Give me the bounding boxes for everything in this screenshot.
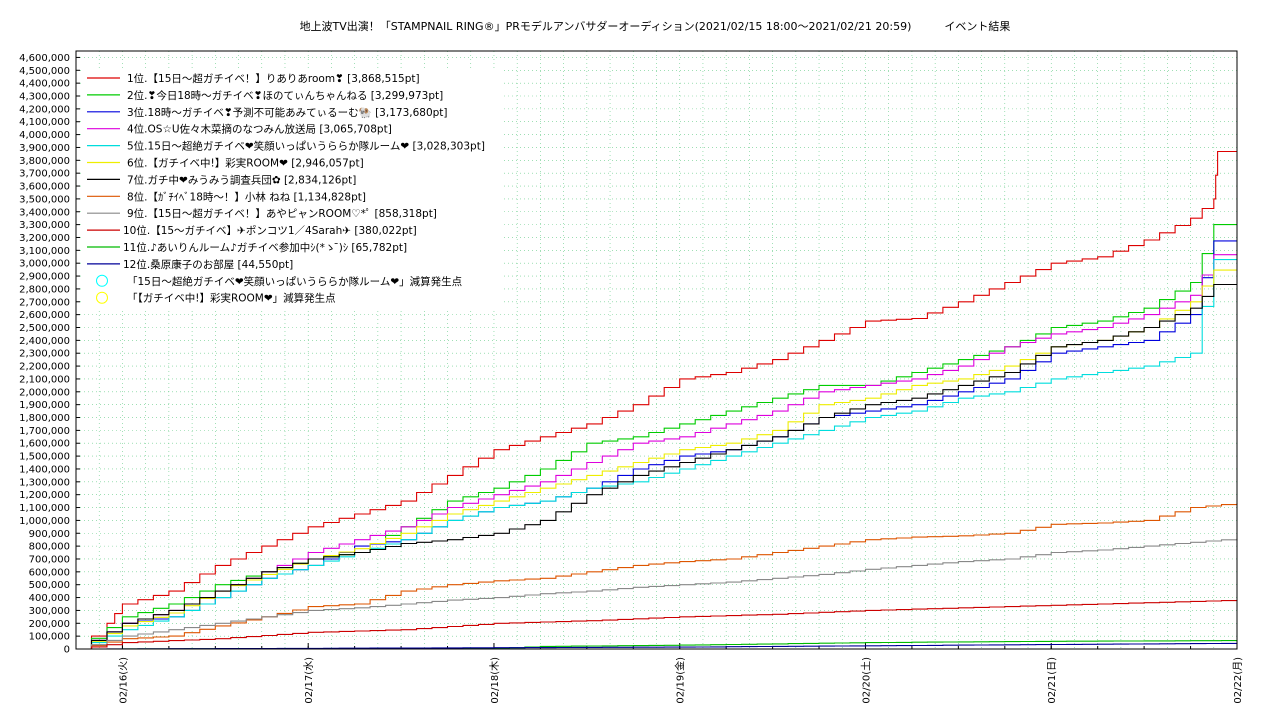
series-lines xyxy=(76,150,1238,650)
series-line-5 xyxy=(76,259,1237,650)
y-tick-label: 3,100,000 xyxy=(19,246,70,257)
chart-title: 地上波TV出演！「STAMPNAIL RING®」PRモデルアンバサダーオーディ… xyxy=(299,20,1011,33)
legend-marker-label-2: 「【ガチイベ中!】彩実ROOM❤」減算発生点 xyxy=(127,292,336,305)
y-tick-label: 100,000 xyxy=(29,632,70,643)
y-tick-label: 1,100,000 xyxy=(19,503,70,514)
legend-label-11: 11位.♪あいりんルーム♪ガチイベ参加中ｼ(*ゝ ̄)ｼ [65,782pt] xyxy=(123,241,407,254)
y-tick-label: 200,000 xyxy=(29,619,70,630)
y-tick-label: 2,300,000 xyxy=(19,349,70,360)
y-tick-label: 1,200,000 xyxy=(19,490,70,501)
y-tick-label: 3,300,000 xyxy=(19,220,70,231)
y-tick-label: 800,000 xyxy=(29,542,70,553)
grid xyxy=(75,51,1238,650)
y-tick-label: 1,400,000 xyxy=(19,464,70,475)
y-tick-label: 3,400,000 xyxy=(19,207,70,218)
y-tick-label: 2,400,000 xyxy=(19,336,70,347)
legend-marker-1 xyxy=(96,274,108,287)
legend-marker-label-1: 「15日～超絶ガチイベ❤笑顔いっぱいうららか隊ルーム❤」減算発生点 xyxy=(127,275,462,288)
y-tick-label: 2,000,000 xyxy=(19,387,70,398)
legend-label-10: 10位.【15～ガチイベ】✈ポンコツ1／4Sarah✈ [380,022pt] xyxy=(123,224,417,237)
x-tick-label: 02/18(木) xyxy=(489,657,501,704)
y-tick-label: 4,400,000 xyxy=(19,79,70,90)
y-tick-label: 0 xyxy=(64,645,70,656)
y-tick-label: 4,300,000 xyxy=(19,92,70,103)
x-axis: 02/16(火) 02/17(水) 02/18(木) 02/19(金) 02/20(土)… xyxy=(75,643,1244,704)
y-tick-label: 2,500,000 xyxy=(19,323,70,334)
y-tick-label: 2,700,000 xyxy=(19,297,70,308)
y-tick-label: 2,600,000 xyxy=(19,310,70,321)
series-line-10 xyxy=(76,600,1238,650)
legend-label-2: 2位.❣今日18時～ガチイベ❣ほのてぃんちゃんねる [3,299,973pt] xyxy=(127,89,443,102)
y-tick-label: 3,000,000 xyxy=(19,259,70,270)
y-tick-label: 3,500,000 xyxy=(19,194,70,205)
y-tick-label: 600,000 xyxy=(29,567,70,578)
legend-label-8: 8位.【ｶﾞﾁｲﾍﾞ18時～！】小林 ねね [1,134,828pt] xyxy=(127,190,366,203)
y-tick-label: 2,900,000 xyxy=(19,272,70,283)
y-tick-label: 2,100,000 xyxy=(19,374,70,385)
series-line-12 xyxy=(76,642,1238,650)
y-tick-label: 4,000,000 xyxy=(19,130,70,141)
legend-label-3: 3位.18時～ガチイベ❣予測不可能あみてぃるーむ🐏 [3,173,680pt] xyxy=(127,106,448,119)
y-tick-label: 4,100,000 xyxy=(19,117,70,128)
y-tick-label: 2,800,000 xyxy=(19,284,70,295)
y-tick-label: 900,000 xyxy=(29,529,70,540)
y-tick-label: 3,900,000 xyxy=(19,143,70,154)
legend-label-7: 7位.ガチ中❤みうみう調査兵団✿ [2,834,126pt] xyxy=(127,173,356,186)
y-tick-label: 3,600,000 xyxy=(19,182,70,193)
series-line-9 xyxy=(76,538,1238,650)
x-tick-label: 02/17(水) xyxy=(303,657,315,704)
x-tick-label: 02/22(月) xyxy=(1232,657,1244,704)
y-tick-label: 3,800,000 xyxy=(19,156,70,167)
y-tick-label: 1,800,000 xyxy=(19,413,70,424)
legend-label-5: 5位.15日～超絶ガチイベ❤笑顔いっぱいうららか隊ルーム❤ [3,028,303… xyxy=(127,140,485,153)
y-tick-label: 1,000,000 xyxy=(19,516,70,527)
legend-box xyxy=(82,68,502,308)
legend: 1位.【15日～超ガチイベ！】りありあroom❣ [3,868,515pt] 2位… xyxy=(82,68,502,308)
y-tick-label: 700,000 xyxy=(29,554,70,565)
legend-label-4: 4位.OS☆U佐々木菜摘のなつみん放送局 [3,065,708pt] xyxy=(127,123,392,136)
plot-frame xyxy=(75,50,1238,650)
y-tick-label: 4,600,000 xyxy=(19,53,70,64)
y-tick-label: 1,600,000 xyxy=(19,439,70,450)
y-tick-label: 400,000 xyxy=(29,593,70,604)
y-tick-label: 3,700,000 xyxy=(19,169,70,180)
legend-label-6: 6位.【ガチイベ中!】彩実ROOM❤ [2,946,057pt] xyxy=(127,157,364,170)
x-tick-label: 02/16(火) xyxy=(117,657,129,704)
legend-label-12: 12位.桑原康子のお部屋 [44,550pt] xyxy=(123,258,293,271)
legend-marker-2 xyxy=(96,291,108,304)
y-axis: 0 100,000 200,000 300,000 400,000 500,000 600,… xyxy=(19,53,80,656)
y-tick-label: 4,200,000 xyxy=(19,104,70,115)
x-tick-label: 02/21(日) xyxy=(1047,657,1058,704)
y-tick-label: 1,500,000 xyxy=(19,452,70,463)
y-tick-label: 1,700,000 xyxy=(19,426,70,437)
y-tick-label: 300,000 xyxy=(29,606,70,617)
x-tick-label: 02/19(金) xyxy=(674,657,687,704)
y-tick-label: 3,200,000 xyxy=(19,233,70,244)
legend-label-9: 9位.【15日～超ガチイベ！】あやピャンROOM♡*ﾟ [858,318pt] xyxy=(127,207,437,220)
series-line-7 xyxy=(76,283,1237,650)
series-line-1 xyxy=(76,150,1237,650)
x-tick-label: 02/20(土) xyxy=(859,657,872,704)
y-tick-label: 500,000 xyxy=(29,580,70,591)
legend-label-1: 1位.【15日～超ガチイベ！】りありあroom❣ [3,868,515pt] xyxy=(127,72,420,85)
y-tick-label: 1,300,000 xyxy=(19,477,70,488)
y-tick-label: 4,500,000 xyxy=(19,66,70,77)
y-tick-label: 1,900,000 xyxy=(19,400,70,411)
y-tick-label: 2,200,000 xyxy=(19,362,70,373)
